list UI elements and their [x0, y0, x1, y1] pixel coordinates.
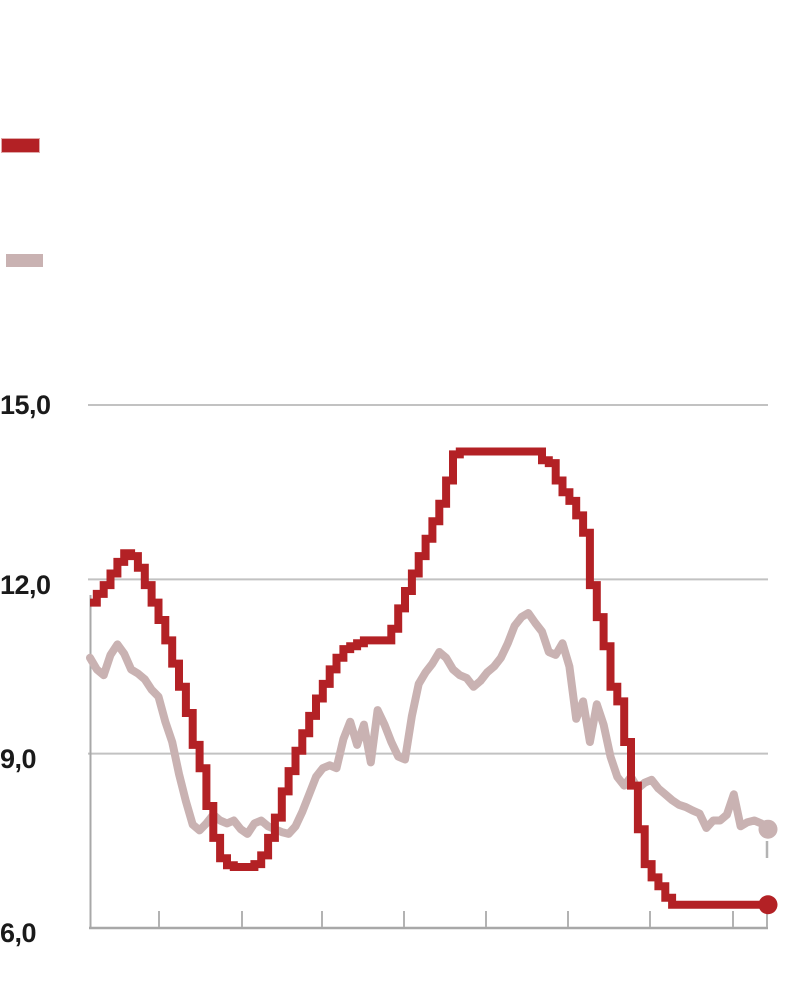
red-series-line [90, 447, 768, 909]
legend-swatch-pink-series [6, 254, 43, 267]
y-axis-label-12: 12,0 [0, 570, 51, 600]
pink-series-line [86, 609, 772, 838]
legend-swatch-red-series [1, 138, 40, 153]
red-endpoint-dot [758, 895, 778, 915]
y-axis-label-15: 15,0 [0, 390, 51, 420]
y-axis-label-6: 6,0 [0, 918, 37, 948]
y-axis-label-9: 9,0 [0, 744, 37, 774]
pink-endpoint-dot [758, 819, 778, 839]
